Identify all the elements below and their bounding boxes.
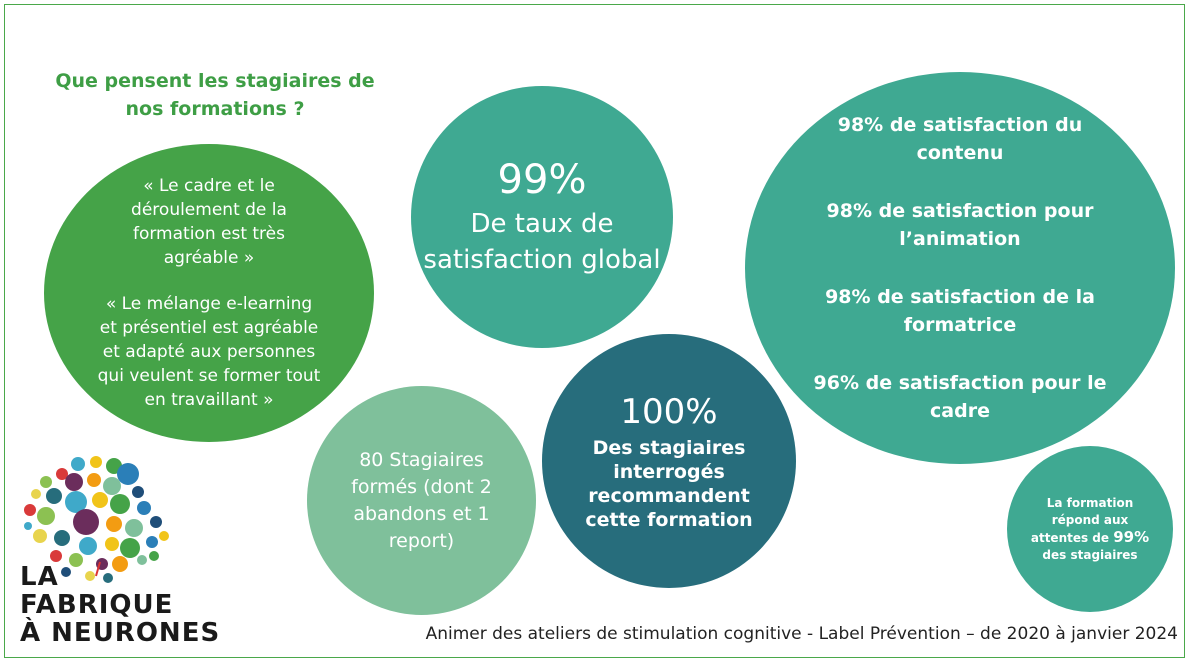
logo-bubble — [125, 519, 143, 537]
recommend-circle: 100% Des stagiaires interrogés recommand… — [542, 334, 796, 588]
expectations-circle: La formation répond aux attentes de 99% … — [1007, 446, 1173, 612]
quote-1: « Le cadre et le déroulement de la forma… — [131, 176, 287, 268]
stat-setting: 96% de satisfaction pour le cadre — [813, 372, 1107, 422]
logo-bubble — [73, 509, 99, 535]
logo-bubble — [137, 501, 151, 515]
logo-bubble — [150, 516, 162, 528]
stat-trainer: 98% de satisfaction de la formatrice — [825, 286, 1095, 336]
quote-2: « Le mélange e-learning et présentiel es… — [97, 294, 321, 410]
logo-line-3: À NEURONES — [20, 618, 221, 648]
expectations-text: La formation répond aux attentes de 99% … — [1030, 495, 1150, 562]
logo-bubble — [159, 531, 169, 541]
logo-wordmark: LA FABRIQUE À NEURONES — [20, 563, 220, 647]
quotes-circle: « Le cadre et le déroulement de la forma… — [44, 144, 374, 442]
logo-bubble — [54, 530, 70, 546]
logo-bubble — [65, 491, 87, 513]
logo-bubble — [90, 456, 102, 468]
global-satisfaction-label: De taux de satisfaction global — [423, 209, 661, 275]
logo-bubbles-icon — [24, 456, 169, 583]
logo-bubble — [106, 516, 122, 532]
page-frame — [4, 4, 1185, 658]
logo-bubble — [40, 476, 52, 488]
logo-bubble — [149, 551, 159, 561]
recommend-label: Des stagiaires interrogés recommandent c… — [585, 437, 753, 531]
logo-bubble — [110, 494, 130, 514]
logo-bubble — [117, 463, 139, 485]
logo-bubble — [79, 537, 97, 555]
global-satisfaction-circle: 99% De taux de satisfaction global — [411, 86, 673, 348]
stat-animation: 98% de satisfaction pour l’animation — [826, 200, 1094, 250]
logo-bubble — [31, 489, 41, 499]
logo-bubble — [103, 573, 113, 583]
logo-bubble — [120, 538, 140, 558]
logo-bubble — [65, 473, 83, 491]
logo-bubble — [24, 504, 36, 516]
page-heading: Que pensent les stagiaires de nos format… — [55, 70, 375, 120]
global-satisfaction-value: 99% — [497, 157, 587, 203]
logo-bubble — [37, 507, 55, 525]
satisfaction-details-circle: 98% de satisfaction du contenu 98% de sa… — [745, 72, 1175, 464]
trainees-count-label: 80 Stagiaires formés (dont 2 abandons et… — [351, 448, 492, 552]
logo-bubble — [69, 553, 83, 567]
logo-bubble — [103, 477, 121, 495]
logo-bubble — [61, 567, 71, 577]
logo-bubble — [137, 555, 147, 565]
logo-bubble — [92, 492, 108, 508]
logo-line-2: FABRIQUE — [20, 590, 174, 620]
logo-bubble — [33, 529, 47, 543]
recommend-value: 100% — [620, 392, 718, 432]
logo-bubble — [112, 556, 128, 572]
stat-content: 98% de satisfaction du contenu — [837, 114, 1083, 164]
logo-bubble — [105, 537, 119, 551]
trainees-count-circle: 80 Stagiaires formés (dont 2 abandons et… — [307, 386, 536, 615]
logo-bubble — [146, 536, 158, 548]
logo-bubble — [50, 550, 62, 562]
logo-bubble — [87, 473, 101, 487]
logo-bubble — [24, 522, 32, 530]
logo-line-1: LA — [20, 562, 59, 592]
logo-bubble — [46, 488, 62, 504]
logo-bubble — [85, 571, 95, 581]
logo-bubble — [132, 486, 144, 498]
logo-bubble — [56, 468, 68, 480]
logo-bubble — [71, 457, 85, 471]
footer-caption: Animer des ateliers de stimulation cogni… — [425, 624, 1178, 644]
